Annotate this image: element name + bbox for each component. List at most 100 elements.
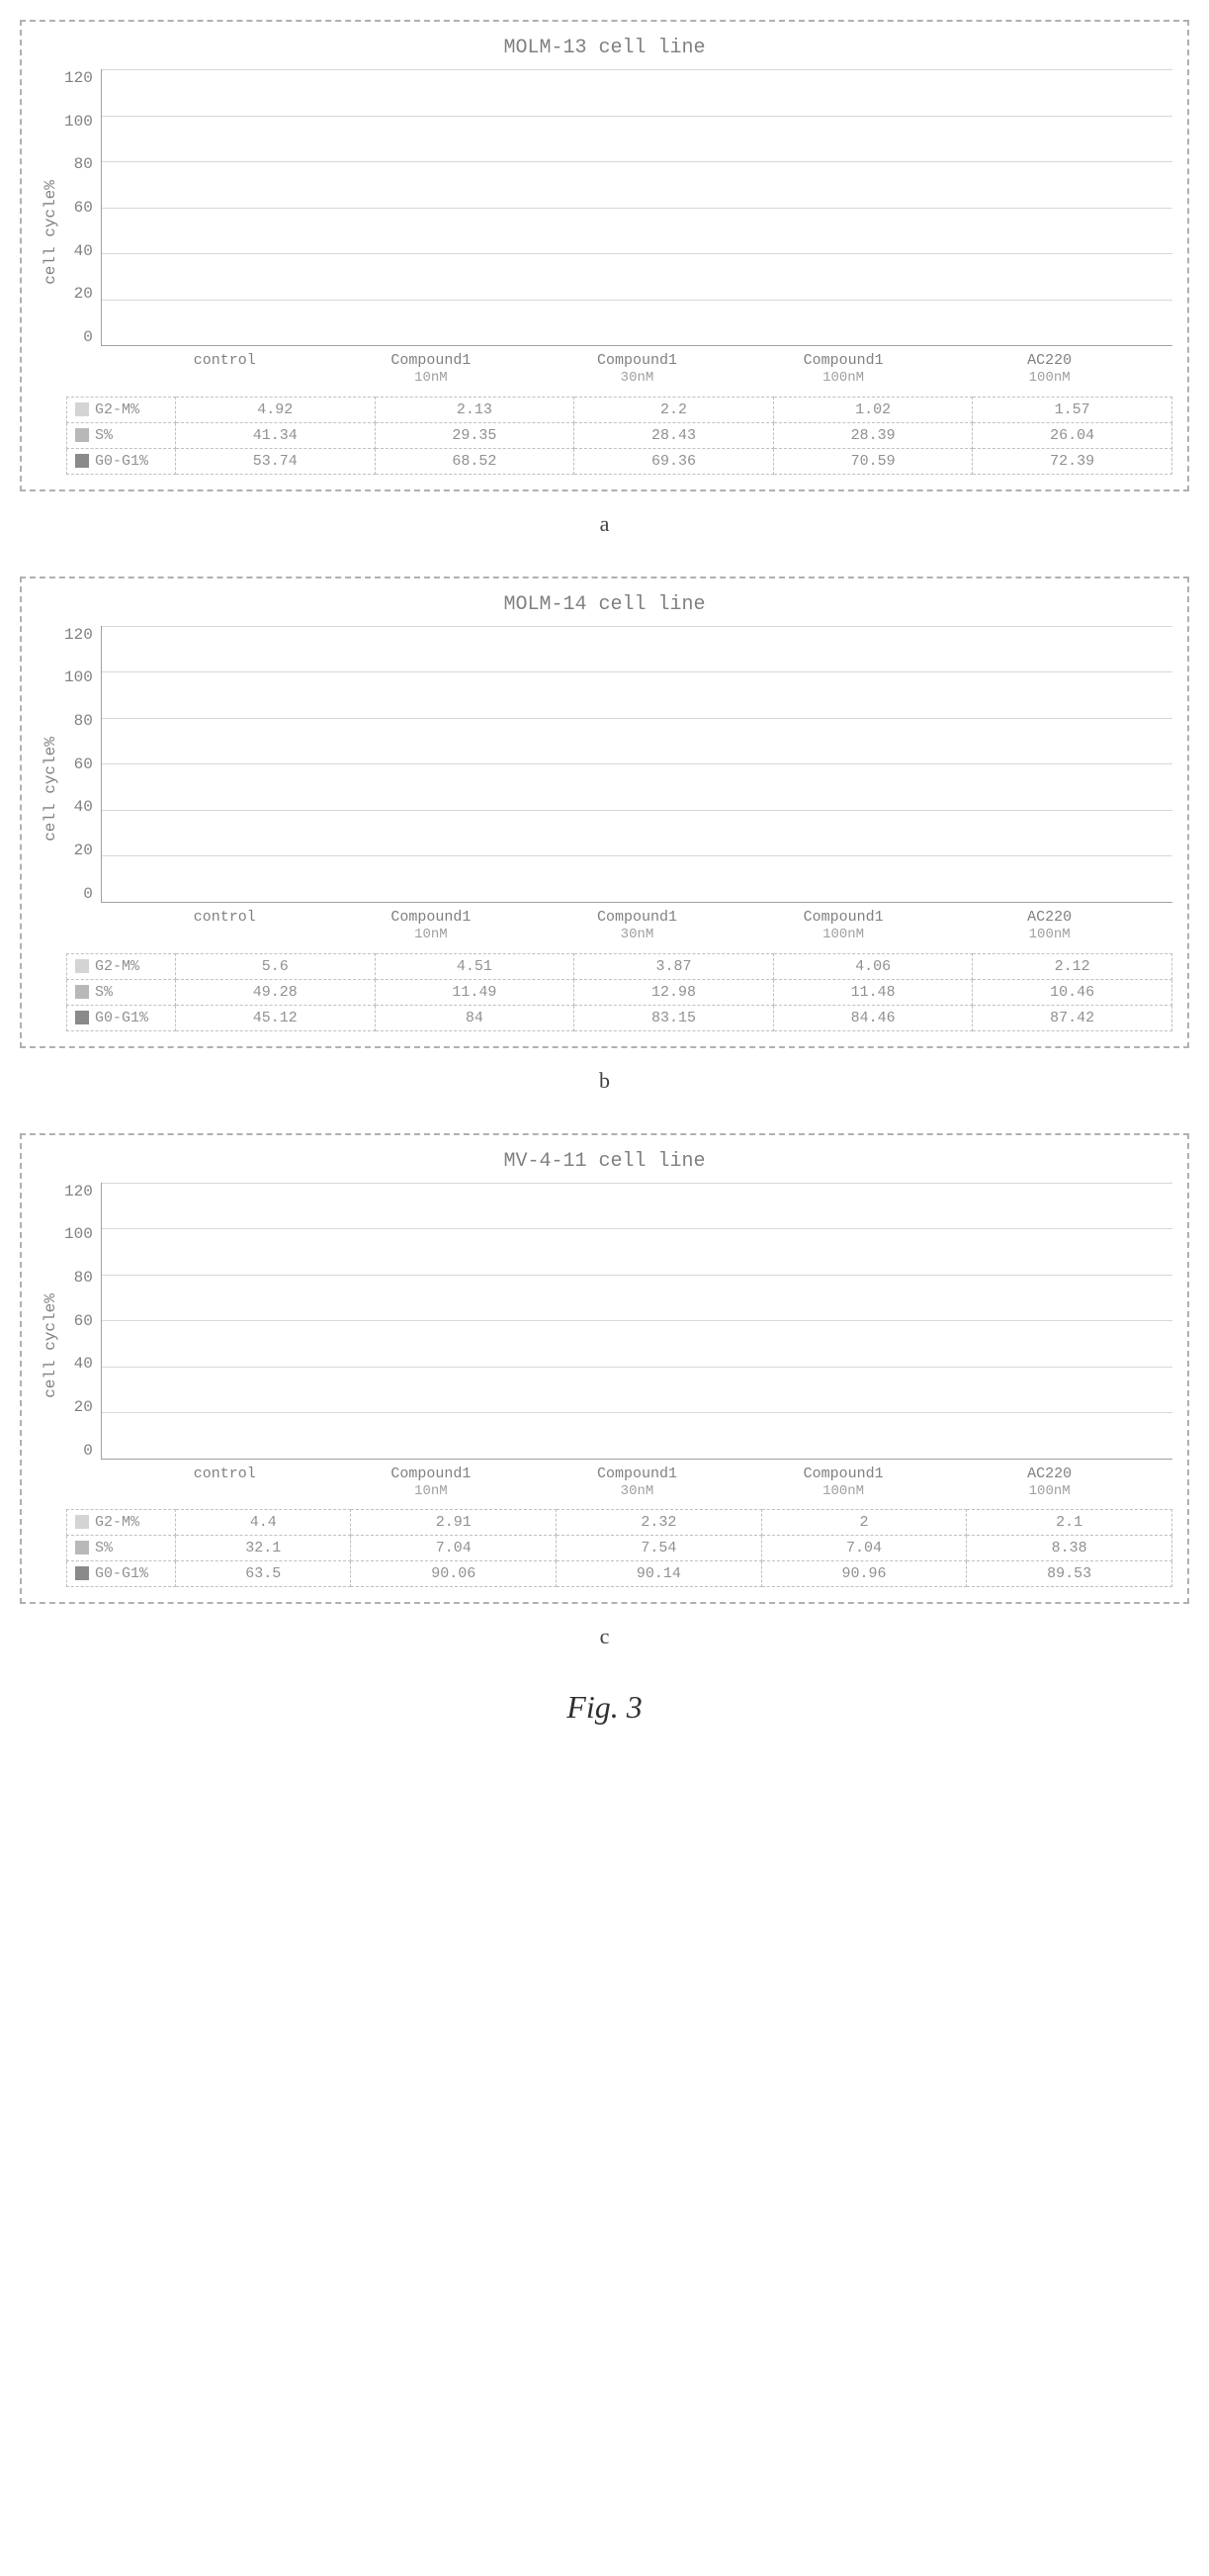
y-tick-label: 0 <box>83 328 93 346</box>
x-label: Compound110nM <box>367 1466 495 1500</box>
y-tick-label: 20 <box>74 285 93 303</box>
x-label: Compound1100nM <box>779 352 907 387</box>
legend-swatch <box>75 428 89 442</box>
x-label-sub: 30nM <box>572 927 701 943</box>
legend-swatch <box>75 985 89 999</box>
panel-title: MV-4-11 cell line <box>37 1150 1172 1173</box>
table-cell: 53.74 <box>176 448 376 474</box>
y-ticks: 120100806040200 <box>64 69 101 346</box>
table-cell: 90.96 <box>761 1561 967 1587</box>
bars-row <box>102 69 1172 345</box>
table-cell: 41.34 <box>176 422 376 448</box>
y-axis-label: cell cycle% <box>37 626 64 953</box>
table-cell: 12.98 <box>574 979 774 1005</box>
table-cell: 84.46 <box>773 1005 973 1030</box>
table-cell: 7.04 <box>351 1536 557 1561</box>
x-label-top: Compound1 <box>367 1466 495 1483</box>
table-row: G0-G1%63.590.0690.1490.9689.53 <box>67 1561 1172 1587</box>
table-cell: 2.32 <box>557 1510 762 1536</box>
table-cell: 11.48 <box>773 979 973 1005</box>
bars-row <box>102 1183 1172 1459</box>
table-cell: 90.06 <box>351 1561 557 1587</box>
legend-swatch <box>75 959 89 973</box>
x-label-top: Compound1 <box>367 352 495 370</box>
y-tick-label: 40 <box>74 1355 93 1373</box>
panel-title: MOLM-14 cell line <box>37 593 1172 616</box>
plot-row: cell cycle%120100806040200 control Compoun… <box>37 1183 1172 1510</box>
plot-row: cell cycle%120100806040200controlCompoun… <box>37 69 1172 397</box>
x-label: AC220100nM <box>986 1466 1114 1500</box>
table-cell: 2.91 <box>351 1510 557 1536</box>
x-label-sub: 100nM <box>986 370 1114 387</box>
y-ticks: 120100806040200 <box>64 1183 101 1460</box>
data-table: G2-M%4.922.132.21.021.57S%41.3429.3528.4… <box>66 397 1172 475</box>
table-cell: 45.12 <box>176 1005 376 1030</box>
x-label-sub: 30nM <box>572 1483 701 1500</box>
table-cell: 4.4 <box>176 1510 351 1536</box>
y-tick-label: 120 <box>64 1183 93 1200</box>
table-row: S%41.3429.3528.4328.3926.04 <box>67 422 1172 448</box>
table-cell: 2.1 <box>967 1510 1172 1536</box>
table-cell: 4.51 <box>375 953 574 979</box>
row-header: G2-M% <box>67 397 176 422</box>
y-tick-label: 20 <box>74 842 93 859</box>
row-header: G0-G1% <box>67 448 176 474</box>
x-label-sub: 100nM <box>779 370 907 387</box>
x-label-sub: 10nM <box>367 1483 495 1500</box>
row-header: G0-G1% <box>67 1561 176 1587</box>
figure-label: Fig. 3 <box>20 1689 1189 1726</box>
table-cell: 2.13 <box>375 397 574 422</box>
x-label-top: Compound1 <box>779 909 907 927</box>
x-label-top: control <box>160 352 289 370</box>
data-table: G2-M%4.42.912.3222.1S%32.17.047.547.048.… <box>66 1509 1172 1587</box>
table-cell: 70.59 <box>773 448 973 474</box>
x-label-top: AC220 <box>986 1466 1114 1483</box>
bars-container <box>101 69 1172 346</box>
table-cell: 84 <box>375 1005 574 1030</box>
x-label-sub: 100nM <box>779 927 907 943</box>
x-label-top: control <box>160 1466 289 1483</box>
table-cell: 49.28 <box>176 979 376 1005</box>
panel-title: MOLM-13 cell line <box>37 37 1172 59</box>
y-axis-label: cell cycle% <box>37 1183 64 1510</box>
x-label-sub: 100nM <box>779 1483 907 1500</box>
data-table: G2-M%5.64.513.874.062.12S%49.2811.4912.9… <box>66 953 1172 1031</box>
x-label: Compound1100nM <box>779 909 907 943</box>
x-label-top: Compound1 <box>572 352 701 370</box>
row-header: S% <box>67 422 176 448</box>
table-cell: 28.39 <box>773 422 973 448</box>
x-label: Compound130nM <box>572 1466 701 1500</box>
chart-panel-a: MOLM-13 cell linecell cycle%120100806040… <box>20 20 1189 491</box>
table-cell: 28.43 <box>574 422 774 448</box>
table-cell: 1.02 <box>773 397 973 422</box>
table-cell: 10.46 <box>973 979 1172 1005</box>
table-row: G0-G1%45.128483.1584.4687.42 <box>67 1005 1172 1030</box>
table-cell: 5.6 <box>176 953 376 979</box>
x-label-top: Compound1 <box>572 1466 701 1483</box>
x-label-sub: 30nM <box>572 370 701 387</box>
table-cell: 2.12 <box>973 953 1172 979</box>
panel-sublabel: a <box>20 511 1189 537</box>
x-labels: controlCompound110nMCompound130nMCompoun… <box>64 903 1172 953</box>
x-labels: controlCompound110nMCompound130nMCompoun… <box>64 1460 1172 1510</box>
y-tick-label: 60 <box>74 199 93 217</box>
table-cell: 89.53 <box>967 1561 1172 1587</box>
table-cell: 3.87 <box>574 953 774 979</box>
row-header: G2-M% <box>67 953 176 979</box>
table-row: G2-M%4.42.912.3222.1 <box>67 1510 1172 1536</box>
bars-row <box>102 626 1172 902</box>
table-cell: 4.92 <box>176 397 376 422</box>
x-label-top: Compound1 <box>572 909 701 927</box>
x-label-top: Compound1 <box>779 352 907 370</box>
table-cell: 4.06 <box>773 953 973 979</box>
x-label: Compound130nM <box>572 352 701 387</box>
y-tick-label: 80 <box>74 1269 93 1287</box>
y-tick-label: 60 <box>74 755 93 773</box>
x-label: control <box>160 909 289 943</box>
table-cell: 83.15 <box>574 1005 774 1030</box>
table-cell: 7.54 <box>557 1536 762 1561</box>
x-label: AC220100nM <box>986 909 1114 943</box>
x-label: Compound1100nM <box>779 1466 907 1500</box>
y-tick-label: 40 <box>74 798 93 816</box>
x-label: Compound130nM <box>572 909 701 943</box>
